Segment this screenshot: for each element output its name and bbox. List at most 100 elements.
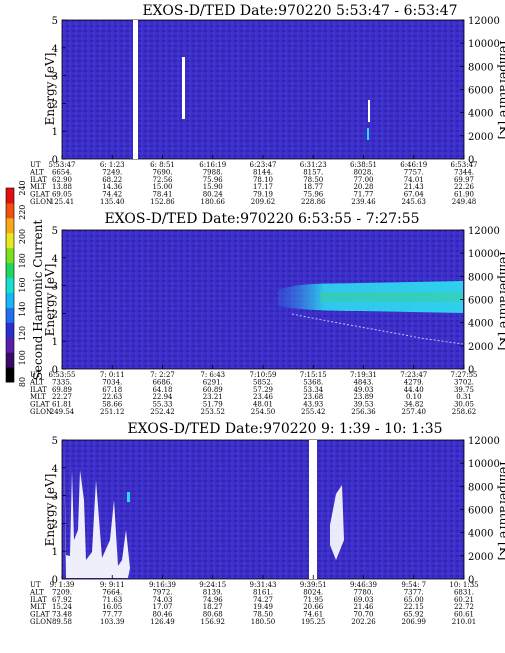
table-cell: 89.58: [52, 618, 72, 626]
panel-1-cyan-blip: [367, 128, 369, 140]
table-cell: 9:54: 7: [401, 581, 426, 589]
y2tick-label: 12000: [468, 436, 500, 447]
table-row-label: GLON: [30, 408, 52, 416]
colorbar-segment: [6, 188, 14, 204]
table-cell: 5368.: [303, 378, 323, 386]
table-cell: 257.40: [402, 408, 427, 416]
table-cell: 7780.: [353, 588, 373, 596]
table-cell: 6654.: [52, 168, 72, 176]
table-cell: 67.92: [52, 596, 72, 604]
colorbar-segment: [6, 217, 14, 234]
table-cell: 249.48: [452, 198, 477, 206]
panel-1-title: EXOS-D/TED Date:970220 5:53:47 - 6:53:47: [142, 3, 457, 19]
table-cell: 10: 1:35: [449, 581, 478, 589]
table-cell: 156.92: [201, 618, 226, 626]
table-cell: 8028.: [353, 168, 373, 176]
table-row-label: ALT: [29, 588, 44, 596]
table-cell: 125.41: [50, 198, 75, 206]
table-cell: 7034.: [102, 378, 122, 386]
y2tick-label: 10000: [468, 249, 500, 260]
y2tick-label: 10000: [468, 39, 500, 50]
table-cell: 9: 1:39: [50, 581, 75, 589]
table-cell: 65.00: [404, 596, 424, 604]
y2tick-label: 6000: [468, 86, 493, 97]
table-cell: 39.75: [454, 386, 474, 394]
colorbar-tick-label: 100: [18, 350, 27, 365]
table-cell: 8161.: [253, 588, 273, 596]
table-cell: 20.28: [353, 183, 373, 191]
colorbar-segment: [6, 352, 14, 368]
ytick-label: 2: [52, 309, 58, 320]
table-cell: 8157.: [303, 168, 323, 176]
table-row-label: MLT: [30, 183, 46, 191]
panel-2-y2label: Temperature [K]: [497, 250, 505, 351]
table-cell: 258.62: [452, 408, 477, 416]
table-cell: 8139.: [203, 588, 223, 596]
table-cell: 7664.: [102, 588, 122, 596]
panel-3-white-region: [64, 443, 130, 578]
table-cell: 62.90: [52, 176, 72, 184]
ytick-label: 2: [52, 99, 58, 110]
panel-1-spike: [182, 57, 185, 119]
table-cell: 206.99: [402, 618, 427, 626]
table-cell: 9:16:39: [149, 581, 176, 589]
table-cell: 9:39:51: [300, 581, 327, 589]
table-cell: 8024.: [303, 588, 323, 596]
panel-2: EXOS-D/TED Date:970220 6:53:55 - 7:27:55…: [43, 211, 505, 370]
panel-1-data-gap: [133, 20, 138, 159]
table-cell: 22.15: [404, 603, 424, 611]
panel-3-cyan-blip: [127, 492, 130, 502]
table-cell: 4843.: [353, 378, 373, 386]
table-cell: 22.63: [102, 393, 122, 401]
panel-1-spike-2: [368, 100, 370, 122]
table-cell: 7209.: [52, 588, 72, 596]
table-cell: 7:19:31: [350, 371, 377, 379]
colorbar-tick-label: 120: [18, 326, 27, 341]
ytick-label: 1: [52, 547, 58, 558]
table-cell: 67.18: [102, 386, 122, 394]
ytick-label: 5: [52, 436, 58, 447]
table-cell: 6686.: [152, 378, 172, 386]
colorbar-segment: [6, 322, 14, 338]
table-cell: 3702.: [454, 378, 474, 386]
table-cell: 255.42: [301, 408, 326, 416]
table-cell: 103.39: [100, 618, 125, 626]
table-cell: 61.90: [454, 191, 474, 199]
ytick-label: 3: [52, 72, 58, 83]
table-cell: 60.21: [454, 596, 474, 604]
panel-1: EXOS-D/TED Date:970220 5:53:47 - 6:53:47…: [43, 3, 505, 160]
y2tick-label: 2000: [468, 342, 493, 353]
y2tick-label: 0: [468, 155, 474, 166]
table-cell: 22.27: [52, 393, 72, 401]
colorbar-frame: [5, 187, 15, 383]
table-cell: 77.77: [102, 611, 122, 619]
table-row-label: ILAT: [30, 596, 47, 604]
colorbar-scale: [5, 187, 15, 383]
table-cell: 78.50: [253, 611, 273, 619]
panel-3-ylabel: Energy [eV]: [43, 474, 57, 547]
ytick-label: 4: [52, 44, 58, 55]
table-cell: 6: 8:51: [150, 161, 175, 169]
panel-1-y2label: Temperature [K]: [497, 39, 505, 140]
table-cell: 7: 6:43: [200, 371, 225, 379]
colorbar-tick-label: 240: [18, 180, 27, 195]
table-cell: 69.05: [52, 191, 72, 199]
table-cell: 6: 1:23: [100, 161, 125, 169]
table-cell: 75.96: [303, 191, 324, 199]
ytick-label: 4: [52, 464, 58, 475]
table-cell: 180.66: [201, 198, 226, 206]
table-cell: 6:16:19: [199, 161, 226, 169]
table-cell: 22.26: [454, 183, 475, 191]
table-cell: 51.79: [203, 401, 223, 409]
table-cell: 195.25: [301, 618, 326, 626]
table-cell: 251.12: [100, 408, 125, 416]
table-cell: 23.89: [353, 393, 373, 401]
table-cell: 22.94: [152, 393, 173, 401]
y2tick-label: 2000: [468, 552, 493, 563]
table-cell: 74.01: [404, 176, 424, 184]
table-cell: 44.40: [404, 386, 424, 394]
y2tick-label: 0: [468, 575, 474, 586]
table-row-label: ILAT: [30, 386, 47, 394]
